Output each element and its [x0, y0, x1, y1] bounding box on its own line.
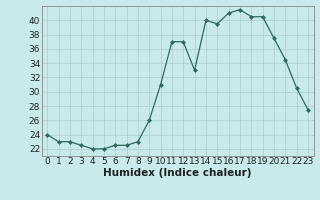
- X-axis label: Humidex (Indice chaleur): Humidex (Indice chaleur): [103, 168, 252, 178]
